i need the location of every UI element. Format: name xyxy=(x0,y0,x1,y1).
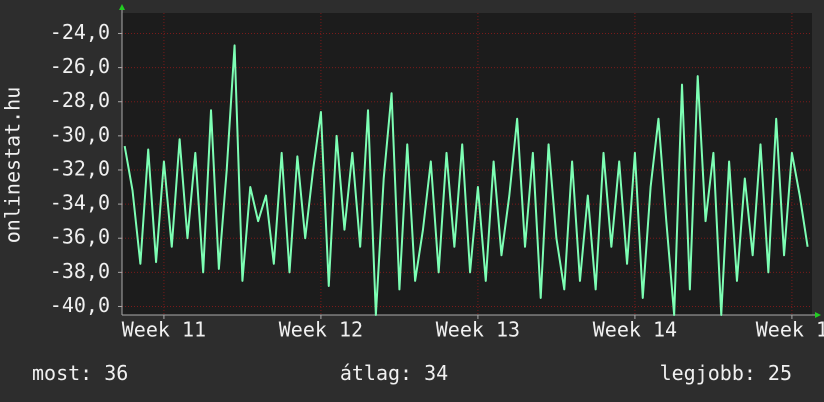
axis-arrow xyxy=(815,312,821,318)
plot-area xyxy=(122,13,812,315)
y-tick-label: -26,0 xyxy=(50,54,110,78)
x-tick-label: Week 14 xyxy=(593,318,677,342)
stat-label: átlag: xyxy=(340,361,412,385)
stat: most: 36 xyxy=(32,361,128,385)
stat: legjobb: 25 xyxy=(660,361,792,385)
stat-value: 34 xyxy=(424,361,448,385)
y-tick-label: -30,0 xyxy=(50,122,110,146)
y-tick-label: -36,0 xyxy=(50,225,110,249)
x-tick-label: Week 1 xyxy=(756,318,824,342)
stats: most: 36 átlag: 34 legjobb: 25 xyxy=(32,361,792,385)
x-tick-label: Week 12 xyxy=(279,318,363,342)
y-tick-label: -24,0 xyxy=(50,20,110,44)
y-axis-label: onlinestat.hu xyxy=(1,87,25,244)
y-tick-label: -34,0 xyxy=(50,191,110,215)
y-tick-label: -40,0 xyxy=(50,293,110,317)
stat-label: most: xyxy=(32,361,92,385)
stat-value: 36 xyxy=(104,361,128,385)
y-tick-label: -38,0 xyxy=(50,259,110,283)
stat-label: legjobb: xyxy=(660,361,756,385)
axis-arrow xyxy=(119,4,125,10)
x-tick-label: Week 11 xyxy=(122,318,206,342)
stat-value: 25 xyxy=(768,361,792,385)
stat: átlag: 34 xyxy=(340,361,448,385)
data-line xyxy=(123,44,809,316)
x-tick-label: Week 13 xyxy=(436,318,520,342)
y-tick-label: -32,0 xyxy=(50,156,110,180)
y-tick-label: -28,0 xyxy=(50,88,110,112)
